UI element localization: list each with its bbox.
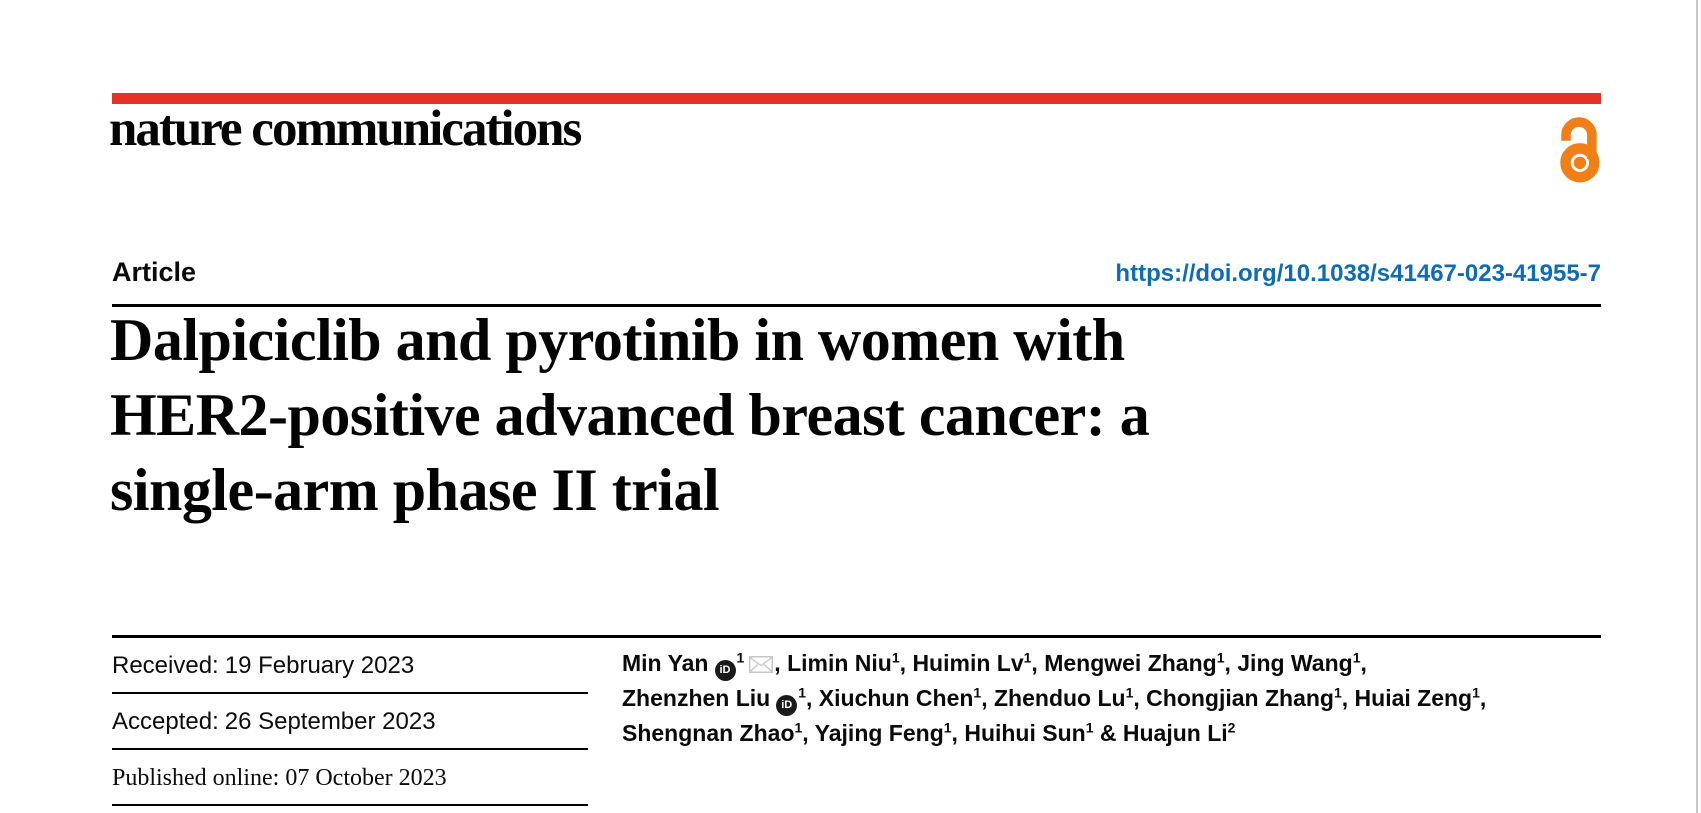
author-name: Zhenzhen Liu [622,685,771,711]
author-affiliation-superscript: 1 [1216,649,1225,666]
journal-logo: nature communications [109,101,582,157]
author-list: Min Yan iD1, Limin Niu1, Huimin Lv1, Meng… [622,646,1607,751]
article-type-label: Article [112,257,197,287]
author-separator: , [806,685,819,711]
author-name: Mengwei Zhang [1044,650,1217,676]
article-header-row: Article https://doi.org/10.1038/s41467-0… [112,256,1601,290]
published-online-date: 07 October 2023 [285,765,447,791]
author-separator: , [774,650,788,676]
received-row: Received: 19 February 2023 [112,638,588,694]
author-separator: , [1341,685,1355,711]
orcid-icon[interactable]: iD [776,695,798,716]
author-name: Yajing Feng [814,720,944,746]
author-affiliation-superscript: 1 [1085,719,1094,736]
author-name: Xiuchun Chen [818,685,974,711]
author-name: Huimin Lv [912,650,1024,676]
author-name: Zhenduo Lu [994,685,1126,711]
author-affiliation-superscript: 1 [943,719,952,736]
author-affiliation-superscript: 1 [1023,649,1032,666]
doi-link[interactable]: https://doi.org/10.1038/s41467-023-41955… [1115,260,1601,287]
author-affiliation-superscript: 1 [1333,684,1342,701]
page-edge-divider [1696,0,1698,813]
author-affiliation-superscript: 1 [798,684,807,701]
author-line: Shengnan Zhao1, Yajing Feng1, Huihui Sun… [622,716,1607,751]
author-name: Min Yan [622,650,709,676]
author-separator: , [1031,650,1045,676]
received-date: 19 February 2023 [224,652,415,679]
author-affiliation-superscript: 1 [891,649,900,666]
author-name: Chongjian Zhang [1146,685,1334,711]
orcid-icon[interactable]: iD [714,660,736,681]
author-separator: , [1360,650,1367,676]
author-affiliation-superscript: 1 [1352,649,1361,666]
accepted-label: Accepted: [112,708,219,735]
author-affiliation-superscript: 1 [1125,684,1134,701]
accepted-date: 26 September 2023 [224,708,436,735]
author-name: Shengnan Zhao [622,720,795,746]
author-separator: , [1479,685,1487,711]
author-affiliation-superscript: 1 [1472,684,1480,701]
author-name: Jing Wang [1237,650,1353,676]
author-separator: , [1224,650,1238,676]
author-affiliation-superscript: 1 [736,649,745,666]
published-online-row: Published online: 07 October 2023 [112,750,588,806]
article-title: Dalpiciclib and pyrotinib in women with … [110,303,1590,528]
author-name: Limin Niu [787,650,892,676]
author-affiliation-superscript: 1 [973,684,982,701]
author-separator: , [951,720,965,746]
open-access-icon [1560,117,1600,183]
author-name: Huiai Zeng [1354,685,1473,711]
author-separator: , [981,685,994,711]
header-rule [112,304,1601,307]
email-icon[interactable] [749,656,774,673]
article-history: Received: 19 February 2023 Accepted: 26 Se… [112,638,588,806]
brand-accent-bar [112,93,1601,104]
author-separator: , [802,720,815,746]
author-name: Huajun Li [1122,720,1228,746]
author-separator: , [899,650,913,676]
article-title-line: HER2-positive advanced breast cancer: a [110,382,1150,448]
author-affiliation-superscript: 2 [1227,719,1236,736]
received-label: Received: [112,652,219,679]
author-separator: , [1133,685,1147,711]
author-name: Huihui Sun [964,720,1086,746]
meta-top-rule [112,635,1601,638]
author-separator: & [1093,720,1123,746]
author-line: Zhenzhen Liu iD1, Xiuchun Chen1, Zhenduo … [622,681,1607,716]
article-title-line: single-arm phase II trial [110,457,720,523]
accepted-row: Accepted: 26 September 2023 [112,694,588,750]
published-online-label: Published online: [112,765,280,791]
author-line: Min Yan iD1, Limin Niu1, Huimin Lv1, Meng… [622,646,1607,681]
article-title-line: Dalpiciclib and pyrotinib in women with [110,307,1125,373]
author-affiliation-superscript: 1 [794,719,803,736]
